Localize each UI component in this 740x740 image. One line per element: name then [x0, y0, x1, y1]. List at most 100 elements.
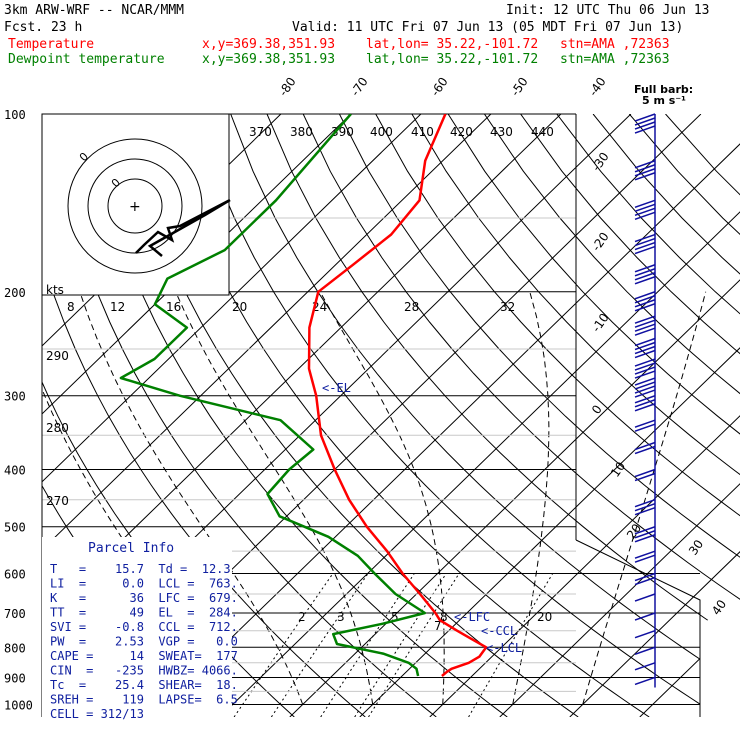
model-title: 3km ARW-WRF -- NCAR/MMM: [4, 3, 184, 18]
dewpoint-xy: x,y=369.38,351.93: [202, 52, 335, 67]
forecast-hour: Fcst. 23 h: [4, 20, 82, 35]
wind-barb: [634, 121, 656, 130]
isotherm-label: -40: [586, 75, 609, 99]
wind-barb: [634, 164, 656, 173]
isotherm-label: -70: [348, 75, 371, 99]
wind-barb: [634, 472, 656, 482]
mixing-ratio-label: 8: [440, 610, 448, 624]
wind-barb: [634, 315, 656, 324]
wind-barb: [634, 377, 656, 386]
isotherm-label: 40: [709, 597, 729, 618]
isotherm-label: 10: [608, 459, 628, 480]
mixing-ratio-label: 3: [337, 610, 345, 624]
pressure-tick-label: 200: [4, 286, 26, 300]
full-barb-unit: 5 m s⁻¹: [642, 94, 686, 107]
isotherm-line: [289, 114, 740, 717]
isotherm-line: [219, 114, 740, 717]
potential-temperature-label: 420: [450, 125, 473, 139]
wind-barb: [634, 403, 656, 412]
hodograph-inner-ring: [107, 178, 163, 234]
parcel-info-row: T = 15.7 Td = 12.3: [50, 562, 231, 576]
wind-barb: [634, 576, 656, 586]
el-marker: <-EL: [322, 381, 351, 395]
wind-barb: [634, 468, 656, 478]
hodograph-middle-ring: [87, 158, 183, 254]
pressure-tick-label: 100: [4, 108, 26, 122]
isotherm-label: -80: [276, 75, 299, 99]
wind-barb: [634, 349, 656, 359]
pressure-tick-label: 300: [4, 390, 26, 404]
wind-barb: [634, 299, 656, 308]
hodograph-speed-tick: 12: [110, 300, 125, 314]
wind-barb: [634, 268, 656, 277]
wind-barb: [634, 362, 656, 371]
potential-temperature-label: 380: [290, 125, 313, 139]
hodograph-speed-tick: 8: [67, 300, 75, 314]
potential-temperature-label: 270: [46, 494, 69, 508]
mixing-ratio-label: 2: [298, 610, 306, 624]
wind-barb: [634, 203, 656, 212]
wind-barb: [634, 319, 656, 328]
wind-barb: [634, 327, 656, 336]
pressure-tick-label: 400: [4, 464, 26, 478]
wind-barb: [634, 370, 656, 379]
hodograph: 0 0 + kts: [41, 113, 231, 297]
wind-barb: [634, 345, 656, 355]
dry-adiabat-line: [628, 114, 740, 717]
wind-barb: [634, 207, 656, 216]
isotherm-line: [569, 114, 740, 717]
dewpoint-legend: Dewpoint temperature: [8, 52, 165, 67]
wind-barb: [634, 337, 656, 347]
temperature-xy: x,y=369.38,351.93: [202, 37, 335, 52]
mixing-ratio-label: 5: [391, 610, 399, 624]
wind-barb: [634, 389, 656, 398]
dry-adiabat-line: [338, 114, 740, 717]
right-axis-lower: [575, 539, 701, 717]
mixing-ratio-line: [233, 573, 334, 717]
dry-adiabat-line: [194, 114, 721, 717]
wind-barb: [634, 572, 656, 582]
wind-barb: [634, 385, 656, 394]
dewpoint-station: stn=AMA ,72363: [560, 52, 670, 67]
moist-adiabat-line: [175, 291, 374, 705]
parcel-info-row: SVI = -0.8 CCL = 712.: [50, 620, 238, 634]
isotherm-label: 0: [589, 402, 605, 416]
temperature-legend: Temperature: [8, 37, 94, 52]
dry-adiabat-line: [375, 114, 740, 717]
hodograph-speed-tick: 32: [500, 300, 515, 314]
parcel-info-box: Parcel Info T = 15.7 Td = 12.3LI = 0.0 L…: [42, 537, 238, 721]
dry-adiabat-line: [121, 114, 579, 717]
wind-barb: [634, 381, 656, 390]
potential-temperature-label: 430: [490, 125, 513, 139]
wind-barb: [634, 445, 656, 455]
mixing-ratio-label: 20: [537, 610, 552, 624]
dry-adiabat-line: [556, 114, 740, 717]
dry-adiabat-line: [665, 114, 740, 717]
potential-temperature-label: 400: [370, 125, 393, 139]
ccl-marker: <-CCL: [481, 624, 517, 638]
wind-barb: [634, 199, 656, 208]
mixing-ratio-line: [320, 573, 415, 717]
potential-temperature-label: 410: [411, 125, 434, 139]
parcel-info-title: Parcel Info: [88, 541, 174, 556]
potential-temperature-label: 280: [46, 421, 69, 435]
temperature-station: stn=AMA ,72363: [560, 37, 670, 52]
wind-barb: [634, 503, 656, 512]
isotherm-label: -10: [589, 311, 612, 335]
wind-barb: [634, 646, 656, 655]
parcel-info-row: Tc = 25.4 SHEAR= 18.: [50, 678, 238, 692]
isotherm-line: [709, 114, 740, 717]
dry-adiabat-line: [85, 114, 508, 717]
wind-barb: [634, 160, 656, 169]
wind-barb: [634, 172, 656, 181]
dry-adiabat-line: [266, 114, 740, 717]
parcel-info-row: CIN = -235 HWBZ= 4066.: [50, 664, 238, 678]
dry-adiabat-line: [411, 114, 740, 717]
mixing-ratio-line: [468, 573, 554, 717]
wind-barb: [634, 419, 656, 428]
isotherm-line: [149, 114, 740, 717]
wind-barb: [634, 291, 656, 300]
pressure-tick-label: 900: [4, 671, 26, 685]
wind-barb: [634, 341, 656, 351]
hodograph-speed-tick: 16: [166, 300, 181, 314]
